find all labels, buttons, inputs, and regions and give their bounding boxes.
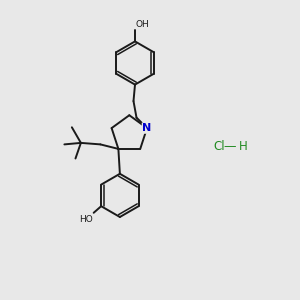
Text: H: H — [238, 140, 247, 154]
Text: Cl: Cl — [213, 140, 225, 154]
Text: OH: OH — [136, 20, 149, 29]
Text: —: — — [223, 140, 236, 154]
Text: HO: HO — [79, 214, 93, 224]
Text: N: N — [142, 123, 152, 133]
